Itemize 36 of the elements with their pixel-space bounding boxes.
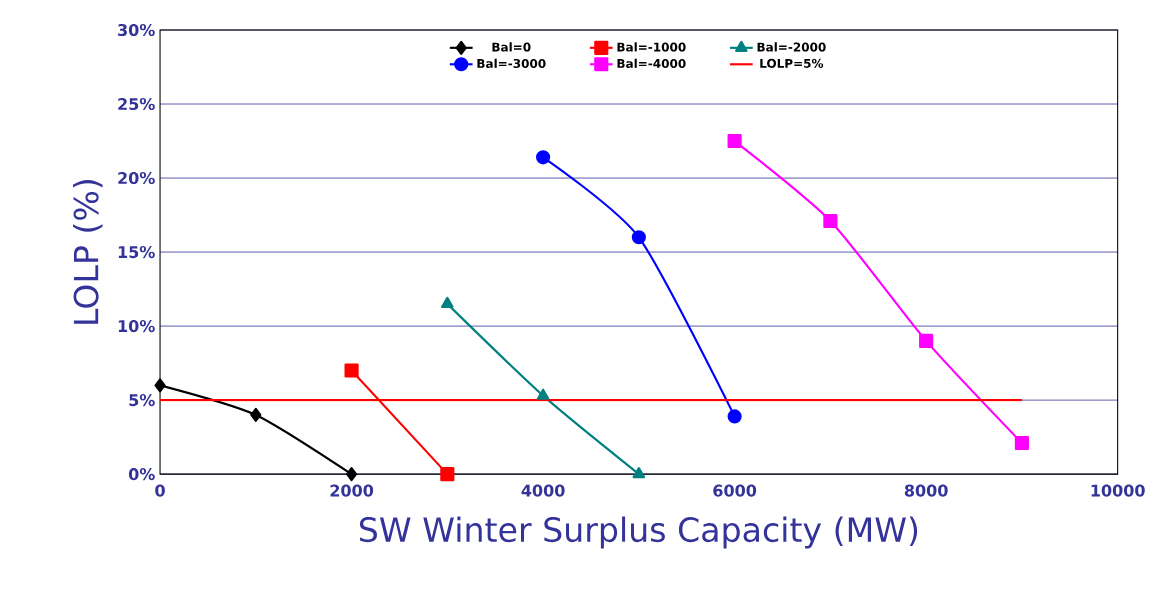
point	[536, 150, 551, 165]
point	[441, 296, 454, 308]
y-axis-title: LOLP (%)	[73, 179, 103, 324]
point	[1014, 435, 1029, 451]
legend-label: Bal=-4000	[617, 58, 686, 68]
legend-label: Bal=0	[492, 42, 531, 52]
point	[346, 466, 358, 482]
point	[536, 388, 550, 400]
y-tick-label: 30%	[118, 23, 155, 36]
point	[919, 333, 934, 348]
point	[440, 466, 455, 482]
point	[344, 363, 359, 378]
legend-label: Bal=-2000	[757, 42, 826, 52]
y-tick-label: 25%	[118, 97, 155, 111]
legend-label: LOLP=5%	[760, 58, 824, 68]
legend-label: Bal=-1000	[617, 42, 686, 52]
y-tick-label: 10%	[118, 319, 155, 333]
x-axis-title: SW Winter Surplus Capacity (MW)	[359, 516, 918, 549]
point	[727, 409, 742, 424]
x-tick-label: 6000	[713, 484, 757, 497]
point	[250, 407, 262, 422]
legend-label: Bal=-3000	[477, 58, 546, 68]
point	[154, 378, 166, 393]
y-tick-label: 5%	[129, 393, 155, 407]
y-tick-label: 20%	[118, 171, 155, 185]
x-tick-label: 4000	[521, 484, 565, 497]
y-tick-label: 0%	[128, 468, 155, 481]
point	[823, 213, 838, 228]
point	[631, 230, 646, 245]
point	[727, 133, 742, 149]
x-tick-label: 2000	[330, 484, 374, 497]
point	[632, 466, 646, 479]
x-tick-label: 10000	[1091, 484, 1145, 497]
x-tick-label: 0	[155, 484, 165, 497]
x-tick-label: 8000	[904, 484, 948, 497]
y-tick-label: 15%	[118, 245, 155, 259]
